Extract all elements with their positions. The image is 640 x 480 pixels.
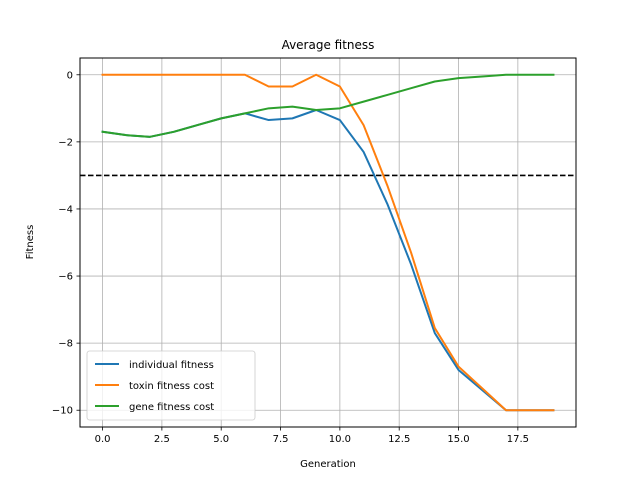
x-axis-label: Generation xyxy=(300,459,356,470)
plot-frame xyxy=(79,57,577,428)
y-tick-label: −6 xyxy=(58,272,73,283)
x-tick-label: 15.0 xyxy=(447,434,469,445)
series-group xyxy=(101,73,555,412)
x-tick-label: 10.0 xyxy=(329,434,351,445)
x-tick-label: 5.0 xyxy=(213,434,229,445)
y-axis-label: Fitness xyxy=(25,225,36,260)
legend-box xyxy=(86,350,256,421)
y-tick-label: −4 xyxy=(58,204,73,215)
x-tick-label: 7.5 xyxy=(273,434,289,445)
legend: individual fitness toxin fitness cost gene… xyxy=(86,350,256,421)
x-tick-label: 0.0 xyxy=(95,434,111,445)
x-tick-label: 2.5 xyxy=(154,434,170,445)
y-tick-label: −2 xyxy=(58,137,73,148)
y-tick-label: −8 xyxy=(58,339,73,350)
series-line-2 xyxy=(101,73,555,138)
legend-label: toxin fitness cost xyxy=(129,381,214,392)
y-tick-label: 0 xyxy=(67,70,73,81)
y-tick-label: −10 xyxy=(52,406,73,417)
legend-label: gene fitness cost xyxy=(129,402,214,413)
x-tick-label: 12.5 xyxy=(388,434,410,445)
y-axis-ticks: 0 −2 −4 −6 −8 −10 xyxy=(52,70,80,417)
x-axis-ticks: 0.0 2.5 5.0 7.5 10.0 12.5 15.0 17.5 xyxy=(95,427,529,445)
x-tick-label: 17.5 xyxy=(507,434,529,445)
series-line-1 xyxy=(101,73,555,412)
legend-label: individual fitness xyxy=(129,360,214,371)
chart-title: Average fitness xyxy=(282,38,375,52)
